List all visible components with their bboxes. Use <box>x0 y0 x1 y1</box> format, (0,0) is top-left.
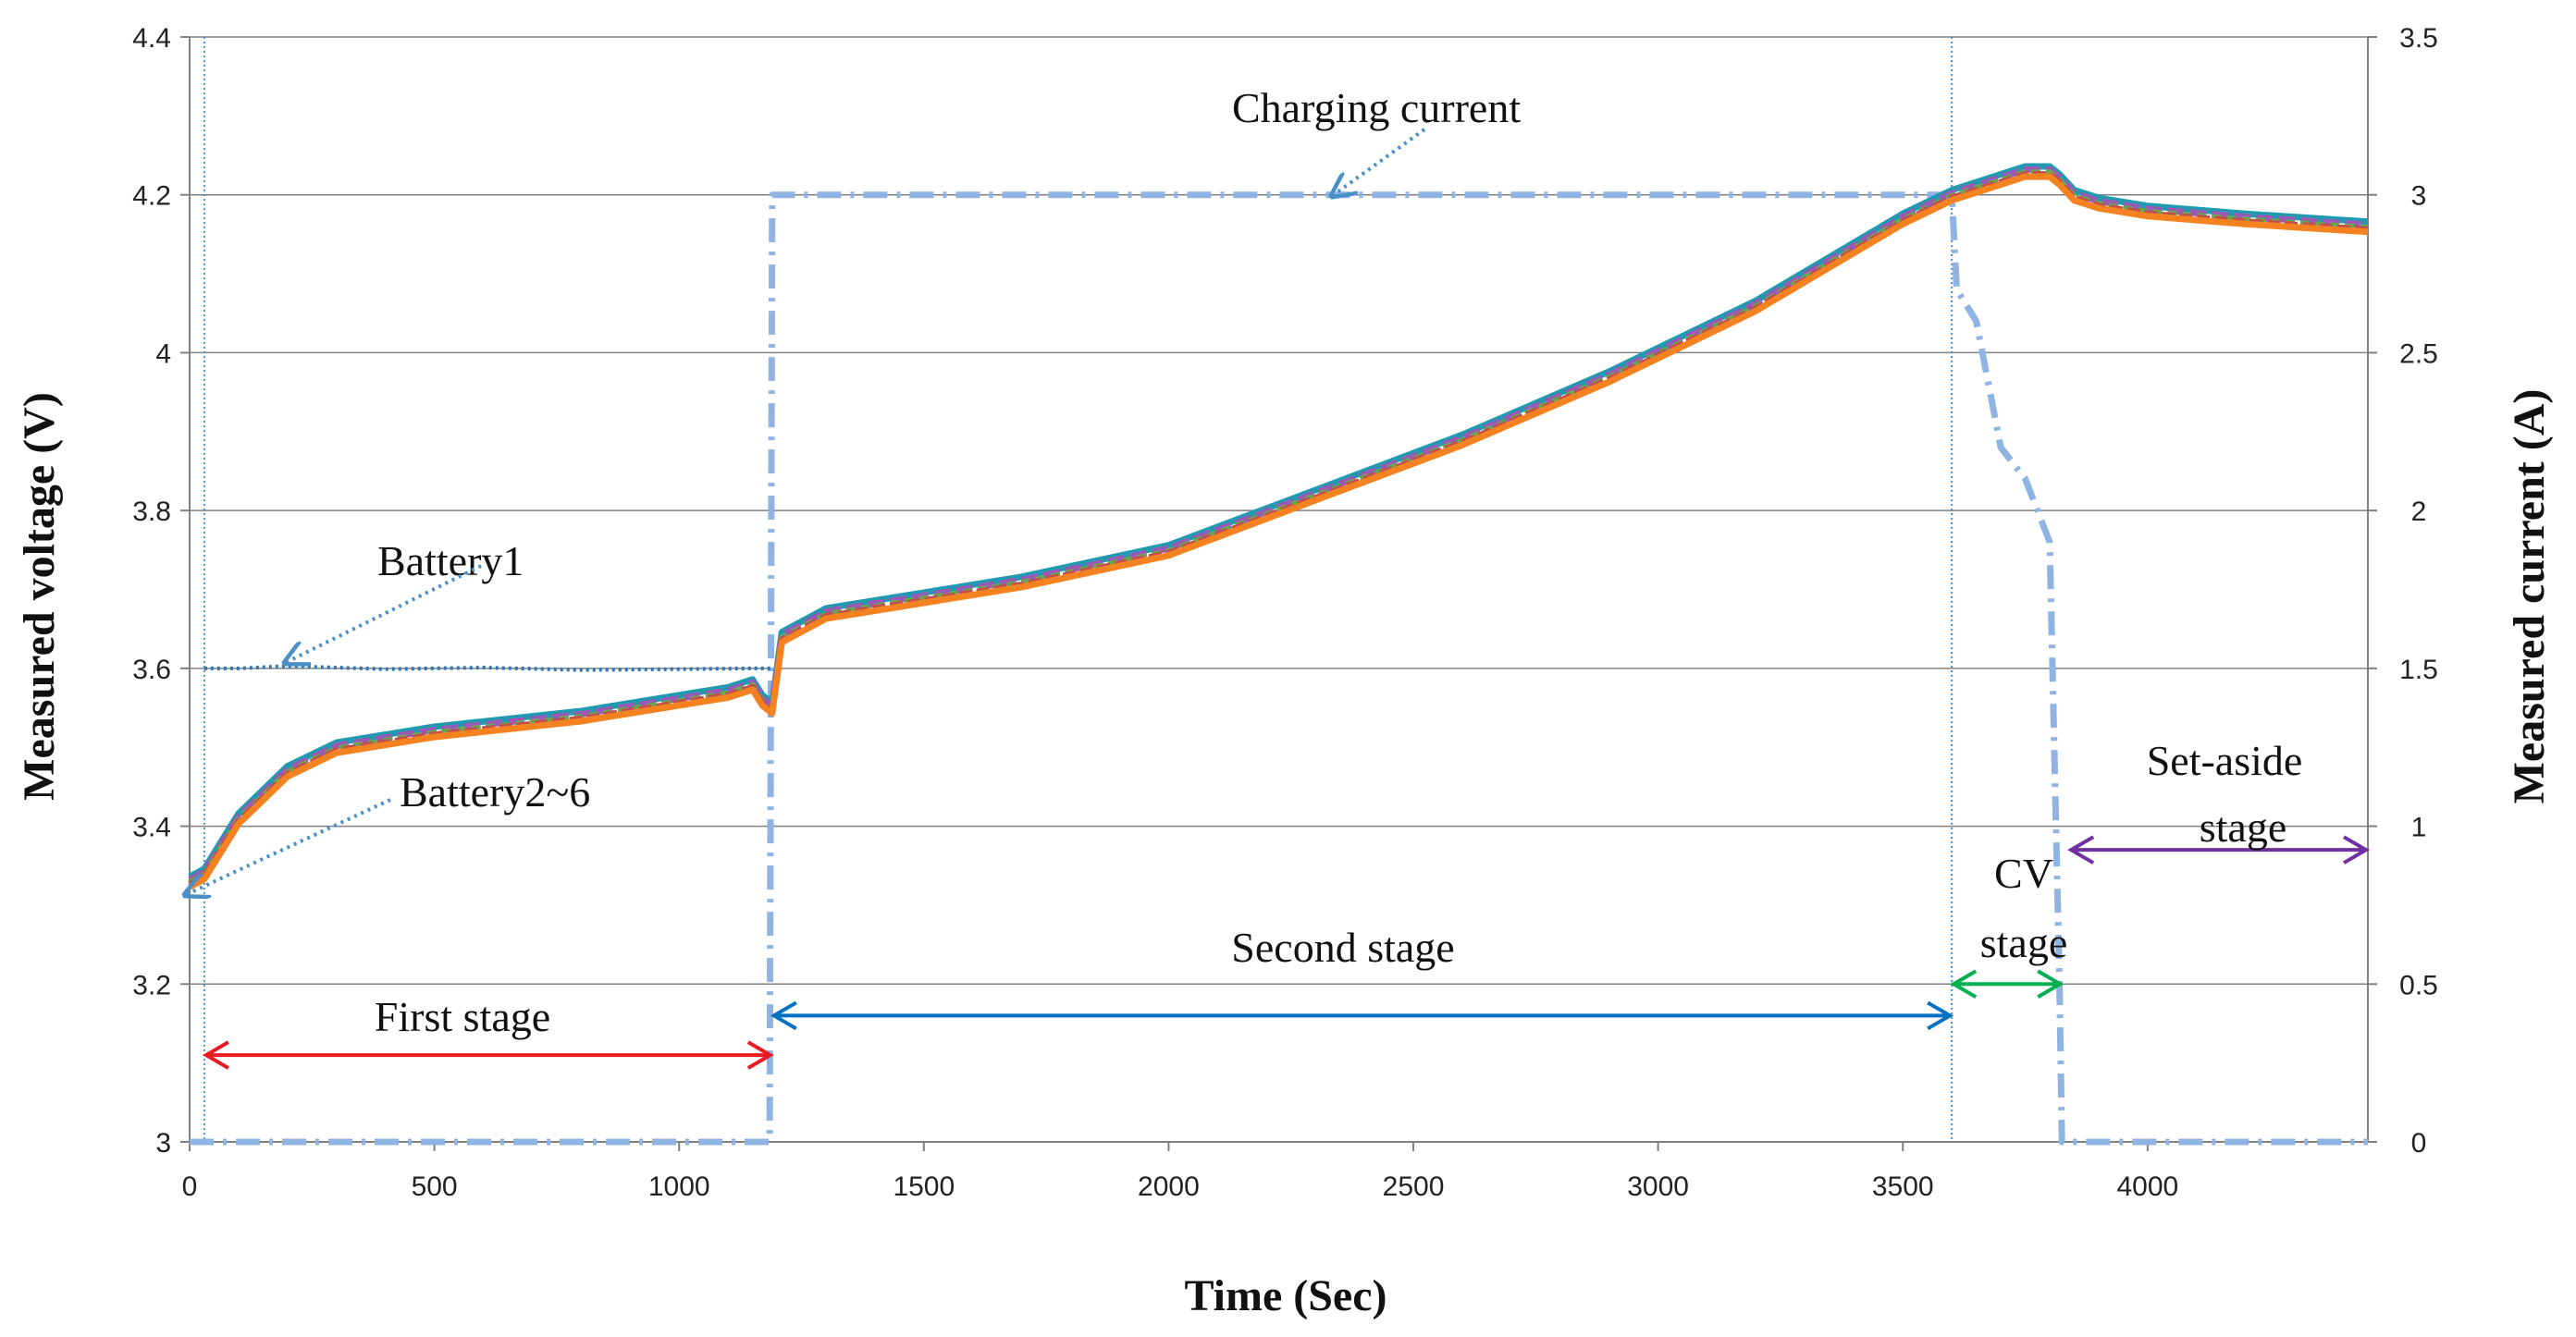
first-stage-label: First stage <box>375 993 550 1040</box>
series-lines <box>188 163 2369 1146</box>
tick-labels: 0 500 1000 1500 2000 2500 3000 3500 4000 3 3.2 3.4 3… <box>132 23 2438 1202</box>
x-axis-title: Time (Sec) <box>1184 1271 1387 1320</box>
y-left-tick-label: 3.2 <box>132 970 171 1000</box>
battery2-6-annotation: Battery2~6 <box>400 768 590 816</box>
y-right-tick-label: 2.5 <box>2399 338 2438 369</box>
y-left-tick-label: 3.8 <box>132 497 171 527</box>
y-right-tick-label: 3 <box>2411 181 2427 212</box>
series-charging-current <box>190 191 2368 1146</box>
series-battery6 <box>188 173 2369 890</box>
y-left-tick-label: 3.4 <box>132 813 171 843</box>
y-right-tick-label: 2 <box>2411 497 2427 527</box>
set-aside-stage-label-line2: stage <box>2200 803 2287 851</box>
charging-current-annotation: Charging current <box>1232 84 1521 131</box>
x-tick-label: 500 <box>412 1171 458 1202</box>
stage-arrows <box>202 835 2370 1070</box>
stage-arrow-head-left-3 <box>2067 835 2095 865</box>
battery1-annotation: Battery1 <box>377 537 524 584</box>
y-right-tick-label: 0 <box>2411 1128 2427 1159</box>
series-battery1 <box>203 664 772 672</box>
stage-arrow-head-right-2 <box>2037 969 2064 1000</box>
y-right-tick-label: 0.5 <box>2399 970 2438 1000</box>
axes <box>180 36 2377 1151</box>
stage-arrow-head-left-1 <box>770 1000 797 1031</box>
x-tick-label: 4000 <box>2116 1171 2178 1202</box>
x-tick-label: 3000 <box>1627 1171 1689 1202</box>
y-left-tick-label: 4 <box>155 338 171 369</box>
y-left-tick-label: 3.6 <box>132 655 171 685</box>
charging-current-pointer-arrow <box>1332 128 1426 196</box>
x-tick-label: 2000 <box>1138 1171 1200 1202</box>
cv-stage-label-line2: stage <box>1980 919 2068 966</box>
x-tick-label: 0 <box>182 1171 198 1202</box>
y-right-axis-title: Measured current (A) <box>2505 389 2554 804</box>
cv-stage-label: CV <box>1994 850 2053 897</box>
stage-arrow-head-left-2 <box>1950 969 1978 1000</box>
y-right-tick-label: 1 <box>2411 813 2427 843</box>
stage-arrow-head-right-0 <box>746 1040 774 1070</box>
x-tick-label: 1500 <box>893 1171 955 1202</box>
y-left-tick-label: 4.2 <box>132 181 171 212</box>
y-left-tick-label: 3 <box>155 1128 171 1159</box>
x-tick-label: 3500 <box>1872 1171 1934 1202</box>
y-left-axis-title: Measured voltage (V) <box>15 392 64 801</box>
second-stage-label: Second stage <box>1231 924 1454 971</box>
set-aside-stage-label: Set-aside <box>2147 737 2303 784</box>
stage-arrow-head-left-0 <box>202 1040 229 1070</box>
y-right-tick-label: 3.5 <box>2399 23 2438 54</box>
x-tick-label: 2500 <box>1383 1171 1445 1202</box>
battery2-6-pointer-arrow <box>185 798 391 895</box>
stage-arrow-head-right-3 <box>2342 835 2370 865</box>
x-tick-label: 1000 <box>648 1171 710 1202</box>
stage-arrow-head-right-1 <box>1927 1000 1954 1031</box>
y-left-tick-label: 4.4 <box>132 23 171 54</box>
grid-lines <box>190 36 2368 1143</box>
y-right-tick-label: 1.5 <box>2399 655 2438 685</box>
